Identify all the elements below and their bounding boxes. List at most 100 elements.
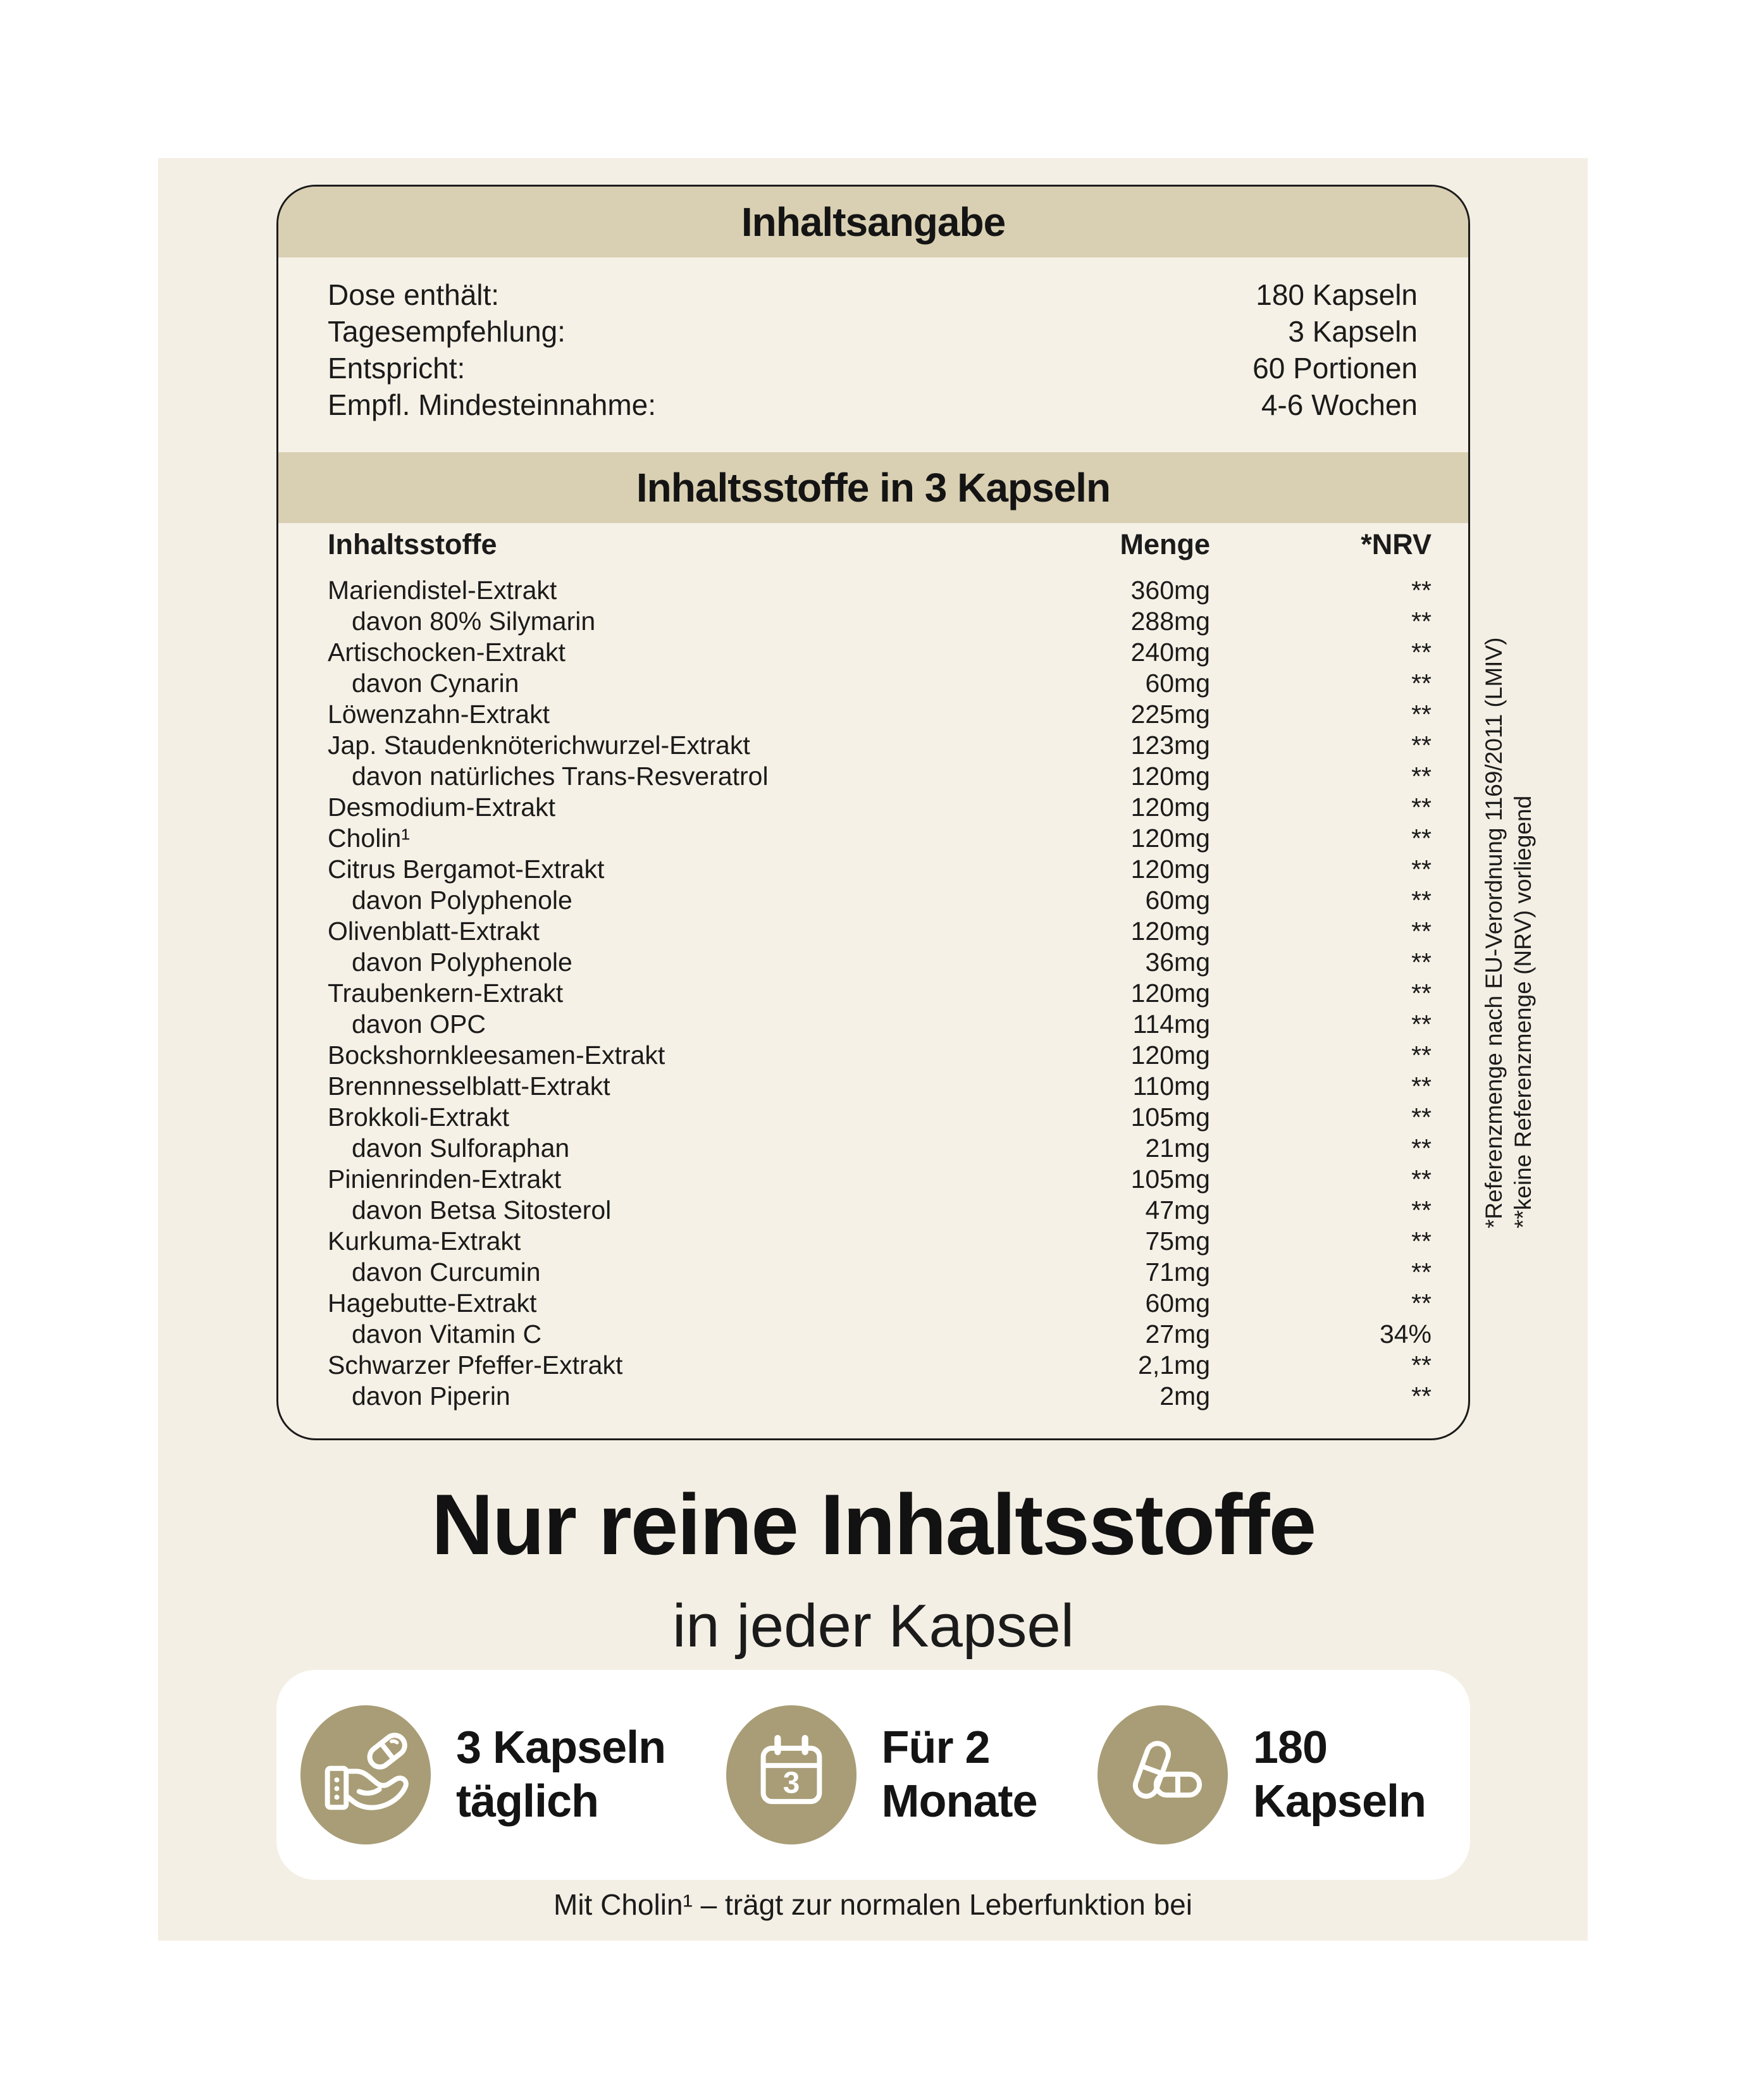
benefit-duration: 3 Für 2 Monate xyxy=(726,1705,1038,1844)
ingredient-name: Bockshornkleesamen-Extrakt xyxy=(328,1041,665,1070)
ingredient-amount: 105mg xyxy=(1130,1164,1210,1194)
ingredient-row: Kurkuma-Extrakt 75mg ** xyxy=(328,1226,1432,1257)
ingredient-name: Traubenkern-Extrakt xyxy=(328,979,564,1008)
ingredient-nrv: ** xyxy=(1411,638,1432,667)
ingredient-name: Jap. Staudenknöterichwurzel-Extrakt xyxy=(328,731,750,760)
ingredient-row: davon OPC 114mg ** xyxy=(328,1009,1432,1040)
headline-title: Nur reine Inhaltsstoffe xyxy=(431,1476,1316,1572)
ingredient-name: Hagebutte-Extrakt xyxy=(328,1288,537,1318)
ingredient-nrv: ** xyxy=(1411,855,1432,884)
benefit-count: 180 Kapseln xyxy=(1097,1705,1426,1844)
ingredient-amount: 75mg xyxy=(1145,1226,1210,1256)
ingredient-row: davon natürliches Trans-Resveratrol 120mg… xyxy=(328,761,1432,792)
ingredient-amount: 120mg xyxy=(1130,1041,1210,1070)
ingredient-amount: 120mg xyxy=(1130,824,1210,853)
ingredient-row: davon Cynarin 60mg ** xyxy=(328,668,1432,699)
ingredient-nrv: ** xyxy=(1411,1041,1432,1070)
benefit-line2: Monate xyxy=(881,1776,1038,1827)
footer-note: Mit Cholin¹ – trägt zur normalen Leberfu… xyxy=(554,1888,1192,1921)
ingredient-nrv: ** xyxy=(1411,1010,1432,1039)
ingredient-name: Citrus Bergamot-Extrakt xyxy=(328,855,605,884)
ingredient-row: Löwenzahn-Extrakt 225mg ** xyxy=(328,699,1432,730)
ingredient-name: Pinienrinden-Extrakt xyxy=(328,1164,562,1194)
ingredient-amount: 60mg xyxy=(1145,669,1210,698)
ingredient-name: davon Betsa Sitosterol xyxy=(352,1195,612,1225)
ingredient-amount: 120mg xyxy=(1130,762,1210,791)
benefits-card: 3 Kapseln täglich 3 Für 2 Monate xyxy=(276,1670,1470,1880)
nrv-footnotes: *Referenzmenge nach EU-Verordnung 1169/2… xyxy=(1480,596,1538,1228)
ingredient-row: Artischocken-Extrakt 240mg ** xyxy=(328,637,1432,668)
dosage-info-row: Empfl. Mindesteinnahme: 4-6 Wochen xyxy=(328,386,1418,423)
ingredient-row: Mariendistel-Extrakt 360mg ** xyxy=(328,575,1432,606)
ingredient-row: davon Curcumin 71mg ** xyxy=(328,1257,1432,1288)
ingredient-name: davon OPC xyxy=(352,1010,486,1039)
ingredient-amount: 120mg xyxy=(1130,917,1210,946)
ingredient-row: Schwarzer Pfeffer-Extrakt 2,1mg ** xyxy=(328,1350,1432,1381)
column-header-nrv: *NRV xyxy=(1361,528,1432,560)
column-header-amount: Menge xyxy=(1120,528,1210,560)
ingredient-nrv: ** xyxy=(1411,731,1432,760)
ingredient-nrv: ** xyxy=(1411,948,1432,977)
dosage-info-section: Dose enthält: 180 Kapseln Tagesempfehlung:… xyxy=(328,257,1418,423)
ingredient-amount: 120mg xyxy=(1130,979,1210,1008)
benefit-dosage: 3 Kapseln täglich xyxy=(300,1705,666,1844)
ingredient-amount: 105mg xyxy=(1130,1102,1210,1132)
ingredient-nrv: ** xyxy=(1411,1133,1432,1163)
ingredient-row: davon Vitamin C 27mg 34% xyxy=(328,1319,1432,1350)
info-label: Dose enthält: xyxy=(328,278,500,311)
ingredient-amount: 60mg xyxy=(1145,1288,1210,1318)
ingredient-amount: 240mg xyxy=(1130,638,1210,667)
benefit-line1: 180 xyxy=(1252,1722,1328,1773)
ingredient-name: Schwarzer Pfeffer-Extrakt xyxy=(328,1350,623,1380)
ingredient-name: Olivenblatt-Extrakt xyxy=(328,917,540,946)
calendar-icon: 3 xyxy=(726,1705,857,1844)
ingredient-amount: 27mg xyxy=(1145,1319,1210,1349)
nrv-footnote-line1: *Referenzmenge nach EU-Verordnung 1169/2… xyxy=(1481,637,1507,1228)
ingredient-name: davon Cynarin xyxy=(352,669,519,698)
benefit-label: 180 Kapseln xyxy=(1253,1721,1426,1829)
ingredient-row: Cholin¹ 120mg ** xyxy=(328,823,1432,854)
ingredient-name: davon Vitamin C xyxy=(352,1319,542,1349)
ingredient-amount: 60mg xyxy=(1145,886,1210,915)
dosage-info-row: Tagesempfehlung: 3 Kapseln xyxy=(328,313,1418,350)
benefit-line1: Für 2 xyxy=(881,1722,991,1773)
ingredient-row: Pinienrinden-Extrakt 105mg ** xyxy=(328,1164,1432,1195)
info-label: Entspricht: xyxy=(328,352,466,385)
ingredient-nrv: ** xyxy=(1411,669,1432,698)
benefit-line1: 3 Kapseln xyxy=(456,1722,666,1773)
column-header-name: Inhaltsstoffe xyxy=(328,528,497,560)
info-label: Empfl. Mindesteinnahme: xyxy=(328,388,657,421)
ingredient-amount: 2mg xyxy=(1160,1381,1210,1411)
benefit-line2: Kapseln xyxy=(1252,1776,1426,1827)
benefit-line2: täglich xyxy=(456,1776,599,1827)
ingredient-row: davon Polyphenole 36mg ** xyxy=(328,947,1432,978)
ingredient-amount: 36mg xyxy=(1145,948,1210,977)
ingredient-amount: 120mg xyxy=(1130,793,1210,822)
info-value: 3 Kapseln xyxy=(1288,315,1418,348)
card-title-band: Inhaltsangabe xyxy=(278,187,1468,257)
ingredient-nrv: ** xyxy=(1411,1381,1432,1411)
ingredient-nrv: ** xyxy=(1411,762,1432,791)
nrv-footnote-line2: **keine Referenzmenge (NRV) vorliegend xyxy=(1510,795,1536,1228)
ingredient-name: davon Curcumin xyxy=(352,1257,541,1287)
ingredient-name: Kurkuma-Extrakt xyxy=(328,1226,521,1256)
card-title: Inhaltsangabe xyxy=(741,199,1006,245)
ingredient-row: Hagebutte-Extrakt 60mg ** xyxy=(328,1288,1432,1319)
ingredient-nrv: ** xyxy=(1411,886,1432,915)
ingredient-name: Brennnesselblatt-Extrakt xyxy=(328,1072,610,1101)
dosage-info-row: Dose enthält: 180 Kapseln xyxy=(328,276,1418,313)
ingredient-amount: 120mg xyxy=(1130,855,1210,884)
ingredient-nrv: ** xyxy=(1411,1102,1432,1132)
ingredient-name: Löwenzahn-Extrakt xyxy=(328,700,550,729)
ingredient-nrv: 34% xyxy=(1379,1319,1432,1349)
ingredient-amount: 71mg xyxy=(1145,1257,1210,1287)
ingredient-row: Citrus Bergamot-Extrakt 120mg ** xyxy=(328,854,1432,885)
table-title: Inhaltsstoffe in 3 Kapseln xyxy=(636,465,1111,510)
info-value: 60 Portionen xyxy=(1252,352,1418,385)
info-value: 180 Kapseln xyxy=(1256,278,1418,311)
ingredient-nrv: ** xyxy=(1411,979,1432,1008)
hand-receiving-capsule-icon xyxy=(300,1705,431,1844)
ingredient-name: Mariendistel-Extrakt xyxy=(328,576,557,605)
ingredient-name: Desmodium-Extrakt xyxy=(328,793,555,822)
ingredient-nrv: ** xyxy=(1411,1164,1432,1194)
